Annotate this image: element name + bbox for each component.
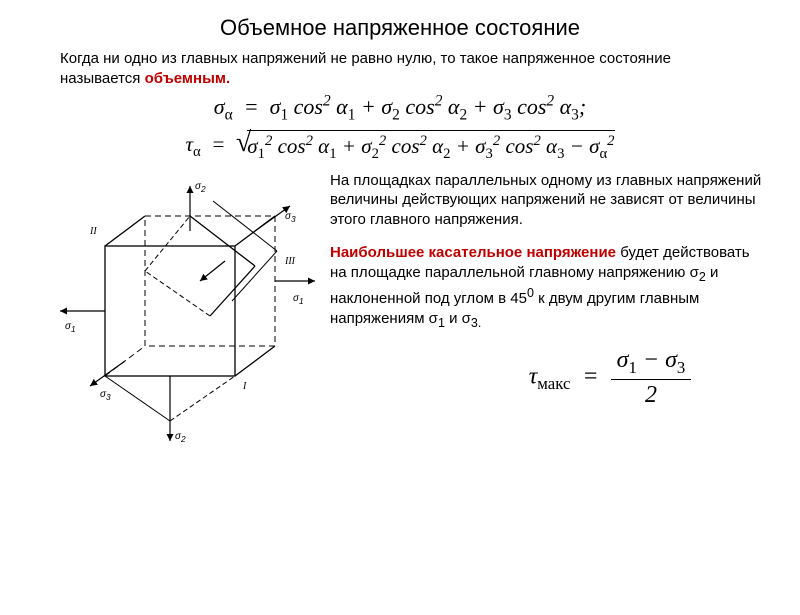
intro-highlight: объемным. (145, 70, 231, 87)
label-III: III (285, 256, 295, 267)
formula-tau-alpha: τα = √ σ12 cos2 α1 + σ22 cos2 α2 + σ32 c… (0, 130, 800, 163)
label-sigma2-top: σ2 (195, 181, 206, 194)
para2-lead: Наибольшее касательное напряжение (330, 244, 616, 261)
label-sigma1-r: σ1 (293, 293, 304, 306)
tau-symbol: τ (529, 363, 538, 389)
paragraph-1: На площадках параллельных одному из глав… (330, 171, 770, 230)
formula-sigma-alpha: σα = σ1 cos2 α1 + σ2 cos2 α2 + σ3 cos2 α… (0, 93, 800, 125)
page-title: Объемное напряженное состояние (0, 15, 800, 41)
label-II: II (90, 226, 97, 237)
para2-sub1: 2 (699, 270, 706, 284)
para2-sub3: 3. (471, 316, 481, 330)
label-I: I (243, 381, 246, 392)
para2-sup: 0 (527, 286, 534, 300)
label-sigma2-bot: σ2 (175, 431, 186, 444)
para2-sub2: 1 (438, 316, 445, 330)
intro-text: Когда ни одно из главных напряжений не р… (60, 49, 740, 88)
para2-d: и σ (445, 310, 471, 327)
label-sigma1-l: σ1 (65, 321, 76, 334)
tau-sub: макс (537, 374, 570, 393)
formula-tau-max: τмакс = σ1 − σ3 2 (450, 345, 770, 411)
cube-diagram: σ2 σ3 III σ1 I σ2 σ3 σ1 II (25, 171, 330, 471)
label-sigma3-bl: σ3 (100, 389, 111, 402)
text-column: На площадках параллельных одному из глав… (330, 171, 770, 471)
paragraph-2: Наибольшее касательное напряжение будет … (330, 243, 770, 331)
tau-den: 2 (611, 380, 692, 411)
label-sigma3-tr: σ3 (285, 211, 296, 224)
